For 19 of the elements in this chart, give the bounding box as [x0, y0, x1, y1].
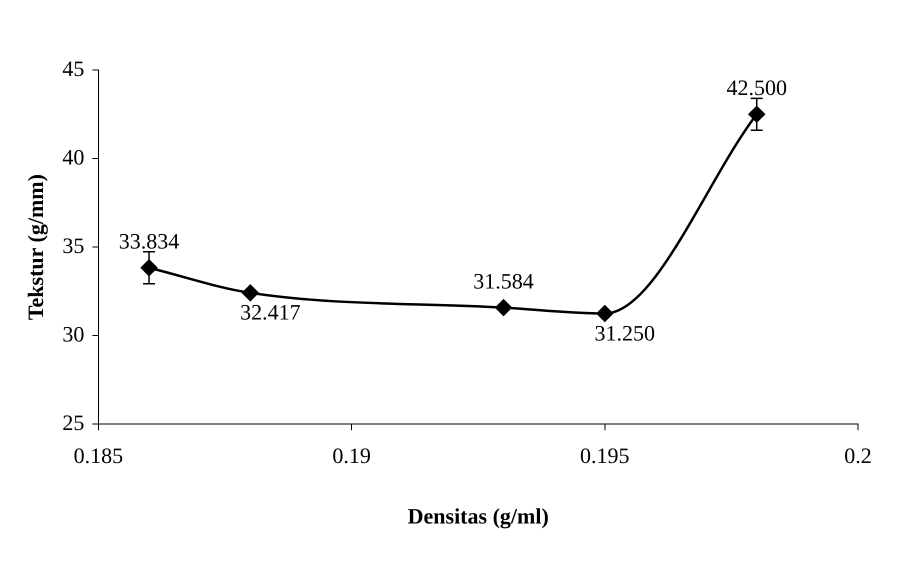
y-tick-label: 35 [62, 232, 84, 258]
x-axis-title: Densitas (g/ml) [408, 503, 549, 528]
x-tick-label: 0.195 [580, 443, 630, 468]
y-tick-label: 30 [62, 321, 84, 346]
point [242, 284, 259, 302]
data-label: 31.584 [473, 268, 534, 294]
x-tick-label: 0.185 [74, 443, 124, 468]
y-axis-title: Tekstur (g/mm) [22, 174, 48, 320]
x-tick-label: 0.19 [332, 443, 371, 468]
data-label: 42.500 [726, 75, 787, 100]
data-label: 32.417 [240, 300, 301, 325]
point [596, 305, 614, 322]
y-tick-label: 40 [62, 144, 84, 170]
data-label: 31.250 [594, 320, 656, 346]
y-tick-label: 25 [62, 410, 84, 435]
point [495, 299, 512, 316]
y-tick-label: 45 [62, 56, 84, 81]
data-label: 33.834 [118, 228, 180, 254]
x-tick-label: 0.2 [844, 443, 872, 468]
